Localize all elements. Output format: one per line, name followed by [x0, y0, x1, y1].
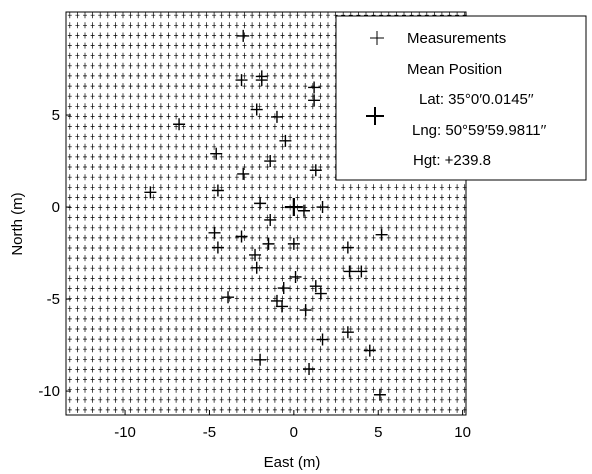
y-tick-label: -5: [47, 291, 60, 308]
legend-mean-hgt: Hgt: +239.8: [413, 152, 491, 169]
measurement-point: [375, 228, 388, 241]
mean-position-point: [284, 198, 303, 217]
measurement-point: [211, 184, 224, 197]
axis-ticks: -10 -5 0 5 10 5 0 -5 -10: [38, 107, 471, 441]
x-tick-label: 0: [290, 424, 298, 441]
legend-box: [335, 15, 587, 181]
measurement-point: [264, 155, 277, 168]
measurement-point: [316, 201, 329, 214]
measurement-point: [289, 270, 302, 283]
legend-measurements-marker: [370, 31, 384, 45]
measurement-point: [355, 265, 368, 278]
measurement-point: [363, 344, 376, 357]
x-tick-label: -5: [203, 424, 216, 441]
measurement-point: [222, 291, 235, 304]
x-tick-label: 10: [454, 424, 471, 441]
measurement-point: [373, 388, 386, 401]
measurement-point: [287, 237, 300, 250]
measurement-point: [309, 280, 322, 293]
measurement-point: [250, 261, 263, 274]
measurement-point: [343, 265, 356, 278]
measurement-point: [255, 70, 268, 83]
measurement-point: [314, 287, 327, 300]
measurement-point: [250, 103, 263, 116]
x-tick-label: -10: [114, 424, 136, 441]
measurement-point: [254, 353, 267, 366]
measurement-point: [249, 248, 262, 261]
measurement-point: [237, 167, 250, 180]
measurement-point: [316, 333, 329, 346]
measurement-point: [270, 110, 283, 123]
background-grid-markers: [67, 12, 467, 413]
measurement-point: [308, 94, 321, 107]
measurement-point: [144, 186, 157, 199]
legend-mean-lng: Lng: 50°59′59.9811′′: [412, 122, 546, 139]
measurement-point: [309, 164, 322, 177]
measurement-point: [208, 226, 221, 239]
measurement-point: [264, 213, 277, 226]
measurement-point: [235, 74, 248, 87]
measurement-point: [270, 294, 283, 307]
legend: Measurements Mean Position Lat: 35°0′0.0…: [335, 15, 587, 181]
measurement-point: [277, 282, 290, 295]
legend-mean-lat: Lat: 35°0′0.0145′′: [419, 91, 534, 108]
legend-mean-position-label: Mean Position: [407, 61, 502, 78]
measurement-point: [341, 241, 354, 254]
measurement-point: [235, 230, 248, 243]
measurement-point: [173, 118, 186, 131]
y-tick-label: -10: [38, 383, 60, 400]
measurement-point: [303, 362, 316, 375]
measurement-point: [262, 237, 275, 250]
legend-measurements-label: Measurements: [407, 30, 506, 47]
measurement-point: [308, 81, 321, 94]
plot-area-frame: [65, 11, 467, 416]
measurement-point: [279, 134, 292, 147]
legend-mean-marker: [366, 107, 384, 125]
measurement-points: [144, 29, 388, 401]
measurement-point: [341, 326, 354, 339]
measurement-point: [210, 147, 223, 160]
measurement-point: [211, 241, 224, 254]
measurement-point: [297, 204, 310, 217]
measurement-point: [237, 29, 250, 42]
y-tick-label: 0: [52, 199, 60, 216]
x-axis-label: East (m): [264, 454, 321, 471]
y-axis-label: North (m): [9, 192, 26, 255]
measurement-point: [299, 304, 312, 317]
measurement-point: [276, 300, 289, 313]
measurement-point: [254, 197, 267, 210]
mean-position-marker: [284, 198, 303, 217]
x-tick-label: 5: [374, 424, 382, 441]
background-marker-grid: [67, 12, 467, 413]
y-tick-label: 5: [52, 107, 60, 124]
